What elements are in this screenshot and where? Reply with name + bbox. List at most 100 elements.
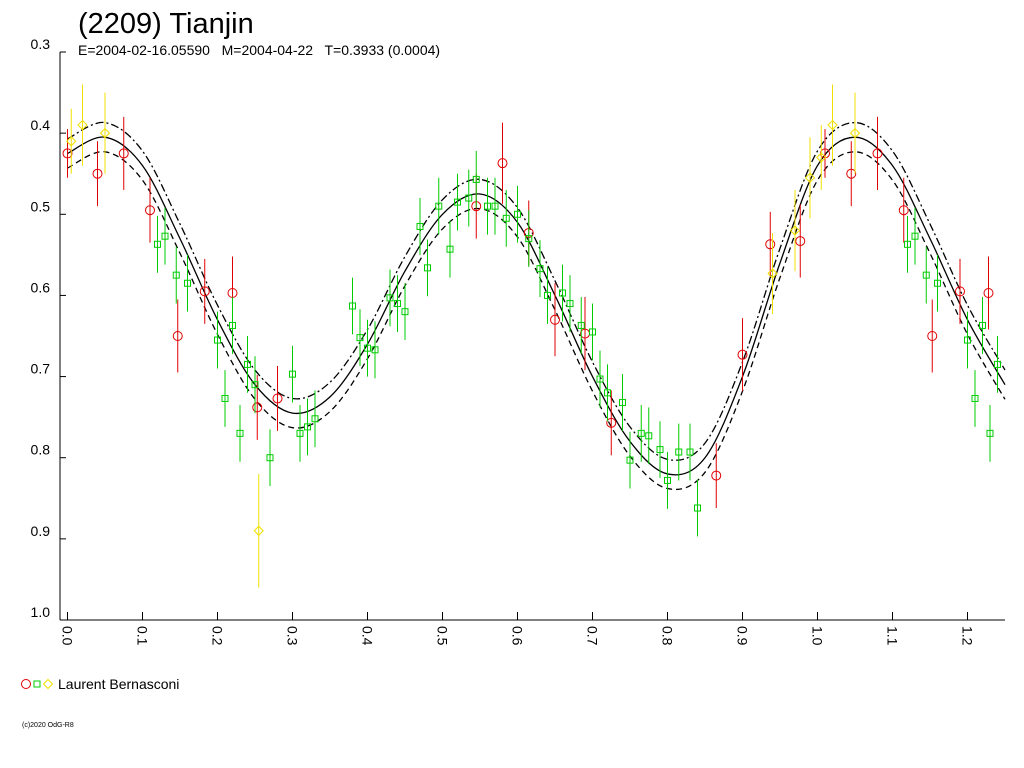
x-tick-label: 1.0: [810, 626, 826, 646]
point: [606, 417, 617, 428]
point: [266, 454, 274, 462]
point: [364, 344, 371, 352]
point: [675, 448, 683, 456]
point: [416, 222, 424, 230]
point: [356, 334, 364, 342]
point: [99, 127, 111, 139]
point: [33, 680, 41, 688]
point: [311, 415, 319, 423]
x-tick-label: 0.8: [660, 626, 676, 646]
y-tick-label: 1.0: [31, 604, 51, 620]
point: [236, 429, 244, 437]
y-tick-label: 0.4: [31, 117, 51, 133]
point: [955, 286, 965, 297]
point: [816, 152, 827, 163]
y-tick-label: 0.7: [31, 361, 51, 377]
point: [934, 279, 941, 287]
point: [656, 446, 664, 454]
point: [737, 349, 748, 360]
point: [118, 148, 129, 159]
point: [349, 302, 356, 310]
point: [289, 370, 296, 378]
point: [550, 314, 560, 325]
point: [229, 321, 236, 329]
point: [154, 240, 161, 248]
point: [898, 205, 909, 216]
x-tick-label: 1.1: [885, 626, 901, 646]
point: [964, 336, 971, 344]
point: [401, 308, 409, 316]
point: [994, 360, 1001, 368]
legend-label: Laurent Bernasconi: [58, 676, 179, 692]
point: [872, 148, 883, 159]
point: [272, 393, 283, 404]
y-tick-label: 0.6: [31, 279, 51, 295]
x-tick-label: 1.2: [960, 626, 976, 646]
point: [789, 225, 801, 236]
x-tick-label: 0.4: [360, 626, 376, 646]
point: [465, 194, 473, 202]
point: [525, 235, 533, 243]
point: [66, 136, 77, 147]
fit-curve: [67, 136, 1006, 476]
point: [502, 214, 510, 222]
point: [795, 236, 806, 247]
point: [626, 456, 634, 464]
point: [971, 394, 979, 402]
point: [544, 291, 551, 299]
y-tick-label: 0.5: [31, 198, 51, 214]
point: [161, 232, 169, 240]
y-tick-label: 0.8: [31, 442, 51, 458]
point: [484, 202, 491, 210]
point: [827, 119, 838, 131]
point: [767, 268, 778, 279]
point: [911, 232, 919, 240]
point: [577, 321, 585, 329]
point: [145, 205, 155, 216]
point: [514, 210, 521, 218]
point: [849, 127, 861, 139]
point: [645, 432, 653, 440]
point: [184, 279, 191, 287]
footer: (c)2020 OdG-R8: [22, 722, 74, 729]
point: [214, 336, 221, 344]
x-tick-label: 0.5: [435, 626, 451, 646]
point: [454, 198, 461, 206]
point: [536, 265, 544, 273]
point: [664, 476, 671, 484]
point: [251, 381, 259, 389]
point: [386, 294, 394, 302]
x-tick-label: 0.6: [510, 626, 526, 646]
point: [619, 399, 626, 407]
x-tick-label: 0.0: [60, 626, 76, 646]
point: [846, 168, 857, 179]
point: [394, 300, 401, 308]
point: [566, 300, 574, 308]
point: [589, 328, 596, 336]
chart-subtitle: E=2004-02-16.05590 M=2004-04-22 T=0.3933…: [78, 42, 440, 58]
x-tick-label: 0.7: [585, 626, 601, 646]
point: [686, 448, 694, 456]
point: [497, 158, 508, 169]
x-tick-label: 0.9: [735, 626, 751, 646]
point: [472, 175, 480, 183]
point: [304, 423, 311, 431]
point: [694, 504, 701, 512]
point: [42, 678, 54, 690]
point: [637, 429, 645, 437]
fit-curve: [67, 151, 1006, 491]
chart-title: (2209) Tianjin: [78, 8, 254, 40]
point: [804, 172, 816, 183]
x-tick-label: 0.1: [135, 626, 151, 646]
y-tick-label: 0.9: [31, 523, 51, 539]
fit-curve: [67, 121, 1006, 461]
x-tick-label: 0.3: [285, 626, 301, 646]
point: [986, 429, 994, 437]
point: [979, 321, 986, 329]
point: [253, 525, 264, 536]
point: [765, 239, 776, 250]
point: [221, 394, 229, 402]
point: [244, 360, 251, 368]
point: [922, 271, 930, 279]
